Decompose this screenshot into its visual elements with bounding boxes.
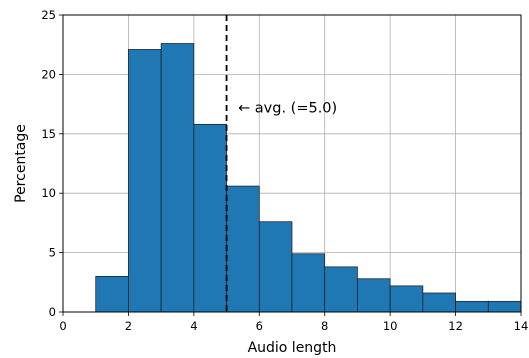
y-tick-label-4: 20 xyxy=(41,67,56,81)
y-tick-label-0: 0 xyxy=(49,305,56,319)
bar-11 xyxy=(455,300,489,313)
y-axis: 0 5 10 15 20 25 xyxy=(41,8,63,319)
y-tick-label-3: 15 xyxy=(41,127,56,141)
x-tick-label-1: 2 xyxy=(125,319,132,333)
bar-6 xyxy=(291,253,326,313)
y-tick-label-5: 25 xyxy=(41,8,56,22)
x-tick-label-0: 0 xyxy=(59,319,66,333)
x-tick-label-2: 4 xyxy=(190,319,197,333)
bar-1 xyxy=(128,49,162,313)
bar-2 xyxy=(160,43,195,313)
x-axis: 0 2 4 6 8 10 12 14 xyxy=(59,312,528,333)
x-tick-label-3: 6 xyxy=(256,319,263,333)
y-axis-label: Percentage xyxy=(13,124,29,203)
bar-8 xyxy=(357,278,391,313)
bar-4 xyxy=(226,185,260,313)
average-annotation: ← avg. (=5.0) xyxy=(238,101,337,117)
plot-frame xyxy=(62,14,522,313)
y-tick-label-2: 10 xyxy=(41,186,56,200)
x-tick-label-7: 14 xyxy=(514,319,529,333)
x-axis-label: Audio length xyxy=(248,340,337,356)
bar-7 xyxy=(324,266,358,313)
bar-0 xyxy=(95,276,129,313)
bars xyxy=(95,43,522,313)
x-tick-label-4: 8 xyxy=(321,319,328,333)
bar-5 xyxy=(258,221,293,313)
bar-3 xyxy=(193,123,227,313)
bar-9 xyxy=(389,285,424,313)
y-tick-label-1: 5 xyxy=(49,246,56,260)
bar-12 xyxy=(487,300,522,313)
bar-10 xyxy=(422,292,456,313)
x-tick-label-6: 12 xyxy=(448,319,463,333)
x-tick-label-5: 10 xyxy=(383,319,398,333)
